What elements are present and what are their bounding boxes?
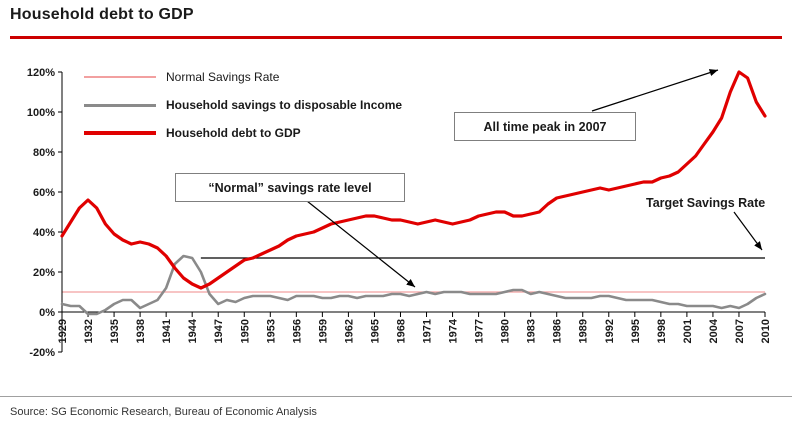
x-tick-label: 1974 (448, 318, 460, 343)
x-tick-label: 1962 (343, 319, 355, 343)
legend-label-debt: Household debt to GDP (166, 126, 301, 140)
y-tick-label: 80% (33, 147, 55, 159)
x-tick-label: 1989 (578, 319, 590, 343)
x-tick-label: 1959 (317, 319, 329, 343)
annotation-target-savings-rate: Target Savings Rate (646, 196, 766, 210)
x-tick-label: 1932 (83, 319, 95, 343)
annotation-peak-2007: All time peak in 2007 (454, 112, 636, 141)
x-tick-label: 2001 (682, 319, 694, 343)
x-tick-label: 1956 (291, 319, 303, 343)
source-note: Source: SG Economic Research, Bureau of … (0, 396, 792, 418)
x-tick-label: 1968 (395, 319, 407, 343)
x-tick-label: 1971 (422, 319, 434, 343)
annotation-arrow (733, 211, 763, 251)
x-tick-label: 1953 (265, 319, 277, 343)
x-tick-label: 2007 (734, 319, 746, 343)
title-rule (10, 36, 782, 39)
legend-item-normal-savings-rate: Normal Savings Rate (84, 63, 402, 91)
x-tick-label: 1941 (161, 319, 173, 343)
x-tick-label: 1935 (109, 319, 121, 343)
legend-label-normal-rate: Normal Savings Rate (166, 70, 280, 84)
legend-item-household-debt: Household debt to GDP (84, 119, 402, 147)
x-tick-label: 1929 (57, 319, 69, 343)
x-tick-label: 1944 (187, 318, 199, 343)
x-tick-label: 1995 (630, 319, 642, 343)
x-tick-label: 2010 (760, 319, 772, 343)
y-tick-label: 0% (39, 307, 55, 319)
annotation-normal-savings-level: “Normal” savings rate level (175, 173, 405, 202)
y-tick-label: 120% (27, 67, 55, 79)
x-tick-label: 1947 (213, 319, 225, 343)
y-tick-label: -20% (29, 347, 55, 359)
annotation-arrow (591, 69, 719, 112)
page-title: Household debt to GDP (10, 6, 194, 23)
y-tick-label: 60% (33, 187, 55, 199)
x-tick-label: 1965 (369, 319, 381, 343)
y-tick-label: 40% (33, 227, 55, 239)
legend: Normal Savings Rate Household savings to… (84, 63, 402, 147)
legend-item-household-savings: Household savings to disposable Income (84, 91, 402, 119)
x-tick-label: 1938 (135, 319, 147, 343)
x-tick-label: 1950 (239, 319, 251, 343)
legend-line-sample-normal-rate (84, 76, 156, 78)
x-tick-label: 1998 (656, 319, 668, 343)
x-tick-label: 1983 (526, 319, 538, 343)
y-tick-label: 20% (33, 267, 55, 279)
annotation-arrow (306, 200, 416, 288)
x-tick-label: 1992 (604, 319, 616, 343)
y-tick-label: 100% (27, 107, 55, 119)
series-household-debt-to-gdp (60, 70, 767, 290)
x-tick-label: 2004 (708, 318, 720, 343)
x-tick-label: 1977 (474, 319, 486, 343)
x-tick-label: 1980 (500, 319, 512, 343)
legend-label-savings: Household savings to disposable Income (166, 98, 403, 112)
legend-line-sample-savings (84, 103, 156, 107)
series-household-savings-to-disposable-income (60, 254, 767, 316)
legend-line-sample-debt (84, 131, 156, 135)
x-tick-label: 1986 (552, 319, 564, 343)
